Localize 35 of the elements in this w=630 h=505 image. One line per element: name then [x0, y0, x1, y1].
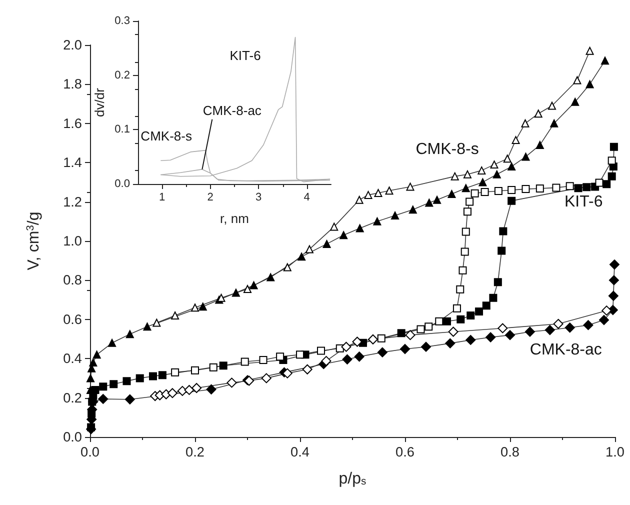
y-tick-label: 1.4: [63, 155, 82, 170]
y-tick-label: 1.6: [63, 116, 82, 131]
y-tick-label: 0.2: [114, 69, 130, 82]
y-tick-label: 0.0: [63, 430, 82, 444]
y-tick-label: 0.3: [114, 15, 130, 27]
y-tick-label: 0.0: [114, 178, 130, 190]
series-label: KIT-6: [564, 194, 603, 211]
x-axis-title: r, nm: [220, 211, 249, 226]
y-axis-title: V, cm3/g: [26, 212, 42, 270]
series-label: CMK-8-ac: [530, 341, 602, 358]
text: CMK-8-ac: [202, 102, 262, 118]
y-tick-label: 2.0: [63, 38, 82, 52]
y-tick-label: 1.0: [63, 234, 82, 248]
y-axis-title: dv/dr: [92, 87, 107, 117]
y-tick-label: 0.1: [114, 124, 130, 136]
x-tick-label: 4: [304, 192, 310, 204]
y-tick-label: 1.2: [63, 194, 82, 210]
x-tick-label: 1: [159, 192, 166, 204]
text: KIT-6: [230, 48, 261, 63]
series-label: CMK-8-s: [140, 128, 192, 144]
x-tick-label: 0.6: [396, 444, 414, 460]
y-tick-label: 0.6: [63, 312, 82, 327]
x-tick-label: 0.8: [500, 444, 520, 460]
y-tick-label: 0.2: [63, 390, 82, 406]
x-tick-label: 1.0: [606, 444, 625, 460]
x-tick-label: 0.2: [186, 444, 204, 460]
y-tick-label: 0.4: [63, 351, 82, 366]
x-tick-label: 3: [256, 192, 262, 204]
y-tick-label: 0.8: [63, 272, 82, 288]
x-axis-title: p/ps: [338, 470, 366, 488]
x-tick-label: 0.4: [290, 444, 310, 460]
y-tick-label: 1.8: [63, 76, 82, 92]
series-label: CMK-8-s: [416, 141, 479, 158]
x-tick-label: 2: [207, 192, 214, 204]
x-tick-label: 0.0: [80, 444, 100, 460]
